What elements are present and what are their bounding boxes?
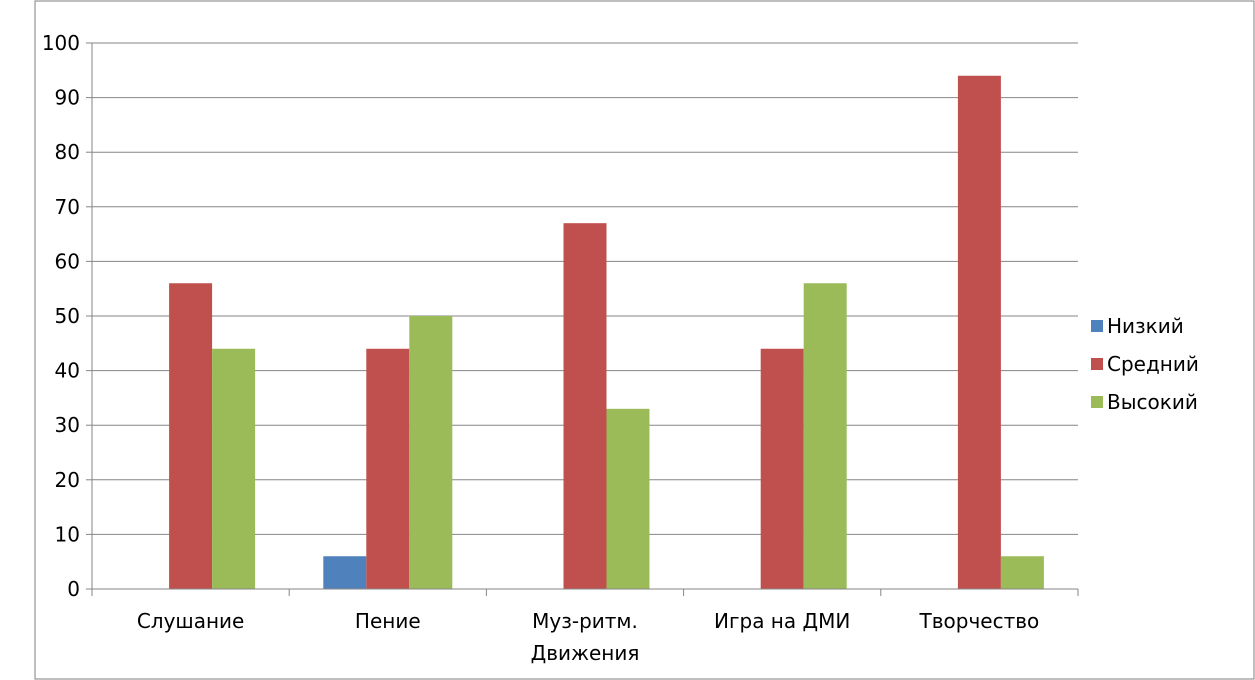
y-tick-label: 50 xyxy=(55,304,80,328)
x-category-label: Слушание xyxy=(137,609,245,633)
y-tick-labels: 0 10 20 30 40 50 60 70 80 90 100 xyxy=(42,31,80,601)
legend-label: Высокий xyxy=(1107,390,1198,414)
legend-swatch xyxy=(1091,396,1103,408)
y-tick-label: 80 xyxy=(55,140,80,164)
bar-1-2 xyxy=(323,556,367,589)
bar-3-3 xyxy=(606,408,650,589)
y-tick-label: 0 xyxy=(67,577,80,601)
legend-swatch xyxy=(1091,320,1103,332)
y-tick-label: 20 xyxy=(55,468,80,492)
y-tick-label: 60 xyxy=(55,249,80,273)
x-category-labels: Слушание Пение Муз-ритм. Движения Игра на ДМ… xyxy=(137,609,1039,665)
axes xyxy=(86,42,1079,596)
y-tick-label: 40 xyxy=(55,359,80,383)
bar-3-4 xyxy=(803,283,847,589)
chart-frame xyxy=(34,0,1255,680)
y-tick-label: 30 xyxy=(55,413,80,437)
legend-swatch xyxy=(1091,358,1103,370)
bar-2-4 xyxy=(760,348,804,589)
bar-3-2 xyxy=(409,316,453,589)
legend: Низкий Средний Высокий xyxy=(1091,314,1199,414)
y-tick-label: 10 xyxy=(55,522,80,546)
y-tick-label: 70 xyxy=(55,195,80,219)
y-tick-label: 90 xyxy=(55,86,80,110)
legend-label: Средний xyxy=(1107,352,1199,376)
bar-2-5 xyxy=(957,75,1001,589)
bar-3-1 xyxy=(212,348,256,589)
x-category-label: Пение xyxy=(355,609,421,633)
bar-3-5 xyxy=(1000,556,1044,589)
bar-2-1 xyxy=(169,283,213,589)
x-category-label: Муз-ритм. xyxy=(532,609,638,633)
bar-2-3 xyxy=(563,223,607,589)
x-category-label: Игра на ДМИ xyxy=(714,609,850,633)
legend-label: Низкий xyxy=(1107,314,1184,338)
bar-2-2 xyxy=(366,348,410,589)
bars xyxy=(169,75,1044,589)
y-tick-label: 100 xyxy=(42,31,80,55)
x-category-label: Творчество xyxy=(919,609,1040,633)
gridlines xyxy=(92,42,1078,535)
x-category-label: Движения xyxy=(531,641,640,665)
